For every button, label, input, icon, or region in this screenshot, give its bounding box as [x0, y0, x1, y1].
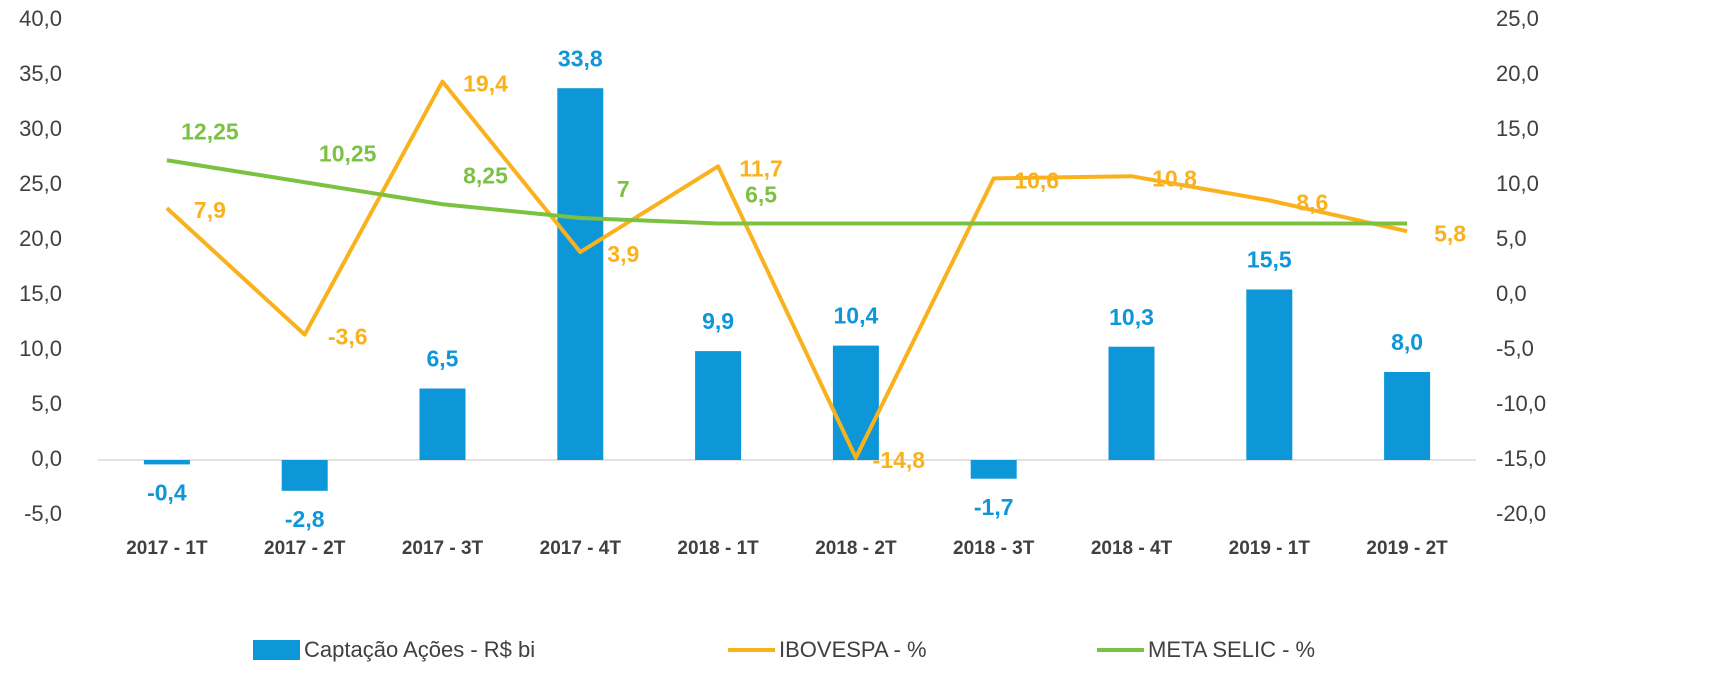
- x-tick-label: 2018 - 2T: [815, 538, 897, 559]
- data-label: 3,9: [607, 241, 639, 267]
- bar: [143, 460, 190, 465]
- y-tick-label: 20,0: [19, 226, 62, 251]
- bar: [970, 460, 1017, 479]
- bar: [281, 460, 328, 491]
- y-tick-label: 15,0: [19, 281, 62, 306]
- bar: [557, 88, 604, 460]
- y-tick-label: 0,0: [31, 446, 62, 471]
- bar: [1246, 289, 1293, 460]
- x-tick-label: 2018 - 1T: [677, 538, 759, 559]
- data-label: -2,8: [285, 506, 325, 532]
- data-label: -14,8: [873, 447, 926, 473]
- bar: [1108, 346, 1155, 460]
- y2-tick-label: -20,0: [1496, 501, 1546, 526]
- data-label: 9,9: [702, 308, 734, 334]
- y2-tick-label: 0,0: [1496, 281, 1527, 306]
- y-tick-label: 10,0: [19, 336, 62, 361]
- y-tick-label: 25,0: [19, 171, 62, 196]
- x-tick-label: 2018 - 4T: [1091, 538, 1173, 559]
- y2-tick-label: 25,0: [1496, 6, 1539, 31]
- y-tick-label: 30,0: [19, 116, 62, 141]
- legend-label: META SELIC - %: [1148, 637, 1315, 662]
- bar: [695, 351, 742, 460]
- x-tick-label: 2017 - 3T: [402, 538, 484, 559]
- data-label: 8,6: [1296, 189, 1328, 215]
- bar: [419, 388, 466, 460]
- y-tick-label: -5,0: [24, 501, 62, 526]
- data-label: 7: [617, 176, 630, 202]
- data-label: 12,25: [181, 118, 239, 144]
- data-label: -0,4: [147, 479, 187, 505]
- x-tick-label: 2017 - 4T: [540, 538, 622, 559]
- data-label: 10,6: [1014, 167, 1059, 193]
- y2-tick-label: -10,0: [1496, 391, 1546, 416]
- bar: [1384, 372, 1431, 460]
- data-label: 15,5: [1247, 247, 1292, 273]
- data-label: 10,25: [319, 140, 377, 166]
- x-tick-label: 2019 - 2T: [1366, 538, 1448, 559]
- legend-label: IBOVESPA - %: [779, 637, 927, 662]
- x-tick-label: 2017 - 2T: [264, 538, 346, 559]
- data-label: -3,6: [328, 324, 368, 350]
- data-label: 11,7: [739, 155, 783, 181]
- y2-tick-label: 10,0: [1496, 171, 1539, 196]
- legend-label: Captação Ações - R$ bi: [304, 637, 535, 662]
- y2-tick-label: 5,0: [1496, 226, 1527, 251]
- data-label: 33,8: [558, 45, 603, 71]
- x-tick-label: 2017 - 1T: [126, 538, 208, 559]
- data-label: 6,5: [745, 182, 777, 208]
- data-label: 10,3: [1109, 304, 1154, 330]
- y-tick-label: 35,0: [19, 61, 62, 86]
- data-label: 8,25: [463, 162, 508, 188]
- y2-tick-label: 15,0: [1496, 116, 1539, 141]
- legend-swatch: [253, 640, 300, 660]
- data-label: -1,7: [974, 494, 1014, 520]
- data-label: 8,0: [1391, 329, 1423, 355]
- line: [166, 158, 1408, 226]
- y2-tick-label: 20,0: [1496, 61, 1539, 86]
- line: [165, 79, 1408, 460]
- data-label: 19,4: [463, 71, 508, 97]
- bar: [832, 345, 879, 460]
- data-label: 10,8: [1152, 165, 1197, 191]
- x-tick-label: 2019 - 1T: [1229, 538, 1311, 559]
- x-tick-label: 2018 - 3T: [953, 538, 1035, 559]
- data-label: 5,8: [1434, 220, 1466, 246]
- data-label: 7,9: [194, 197, 226, 223]
- y-tick-label: 5,0: [31, 391, 62, 416]
- y2-tick-label: -5,0: [1496, 336, 1534, 361]
- y-tick-label: 40,0: [19, 6, 62, 31]
- data-label: 6,5: [427, 346, 459, 372]
- data-label: 10,4: [834, 303, 879, 329]
- y2-tick-label: -15,0: [1496, 446, 1546, 471]
